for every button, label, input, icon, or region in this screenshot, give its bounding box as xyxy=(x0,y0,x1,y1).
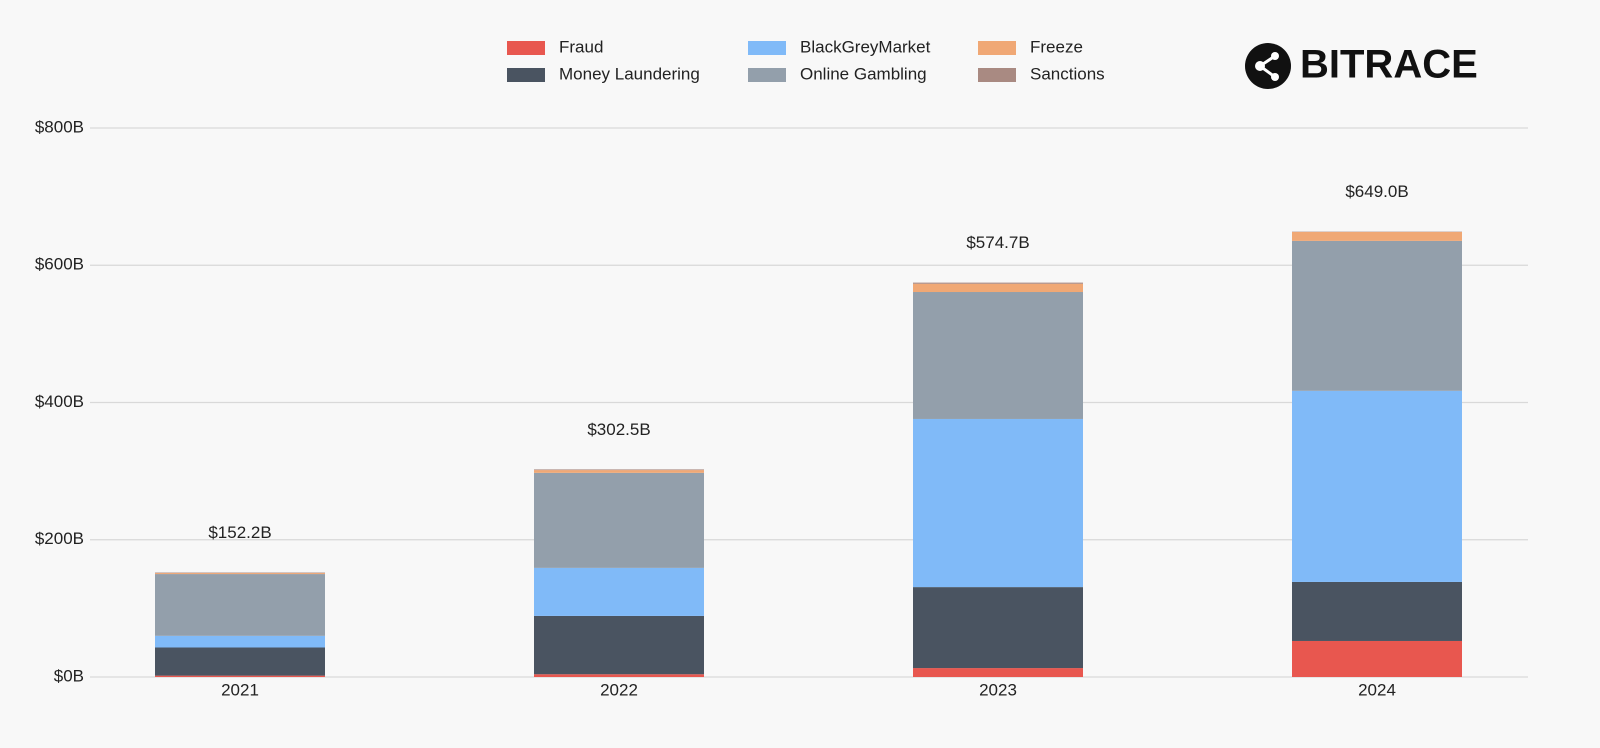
bar-segment xyxy=(913,587,1083,668)
legend-swatch xyxy=(748,68,786,82)
bar-segment xyxy=(534,616,704,674)
logo-icon xyxy=(1245,43,1291,89)
legend-label: Sanctions xyxy=(1030,64,1105,83)
bar-segment xyxy=(913,292,1083,419)
bar-segment xyxy=(534,473,704,568)
y-tick-label: $0B xyxy=(54,666,84,685)
bar-segment xyxy=(913,419,1083,587)
x-tick-label: 2022 xyxy=(600,680,638,699)
legend-label: Fraud xyxy=(559,37,603,56)
bar-segment xyxy=(155,676,325,677)
legend-label: Online Gambling xyxy=(800,64,927,83)
legend-label: Freeze xyxy=(1030,37,1083,56)
legend-swatch xyxy=(978,68,1016,82)
legend-swatch xyxy=(748,41,786,55)
legend-swatch xyxy=(978,41,1016,55)
y-tick-label: $600B xyxy=(35,255,84,274)
bar-segment xyxy=(1292,241,1462,391)
legend-swatch xyxy=(507,41,545,55)
bar-segment xyxy=(534,674,704,677)
total-label: $574.7B xyxy=(966,233,1029,252)
x-tick-label: 2021 xyxy=(221,680,259,699)
bar-segment xyxy=(534,470,704,473)
y-tick-label: $400B xyxy=(35,392,84,411)
bar-segment xyxy=(534,568,704,616)
bar-segment xyxy=(534,469,704,470)
total-label: $302.5B xyxy=(587,420,650,439)
bar-segment xyxy=(913,668,1083,677)
bar-segment xyxy=(913,284,1083,292)
legend-label: Money Laundering xyxy=(559,64,700,83)
bar-segment xyxy=(155,574,325,636)
bar-segment xyxy=(155,647,325,675)
bar-segment xyxy=(155,573,325,574)
bar-segment xyxy=(913,283,1083,284)
total-label: $152.2B xyxy=(208,523,271,542)
legend-swatch xyxy=(507,68,545,82)
x-tick-label: 2023 xyxy=(979,680,1017,699)
bar-segment xyxy=(1292,232,1462,241)
logo: BITRACE xyxy=(1245,43,1478,89)
y-tick-label: $200B xyxy=(35,529,84,548)
legend-label: BlackGreyMarket xyxy=(800,37,931,56)
x-tick-label: 2024 xyxy=(1358,680,1396,699)
bar-segment xyxy=(1292,582,1462,641)
y-tick-label: $800B xyxy=(35,117,84,136)
total-label: $649.0B xyxy=(1345,182,1408,201)
bar-segment xyxy=(1292,391,1462,582)
bar-segment xyxy=(155,636,325,648)
logo-text: BITRACE xyxy=(1300,43,1478,87)
bar-segment xyxy=(1292,641,1462,677)
